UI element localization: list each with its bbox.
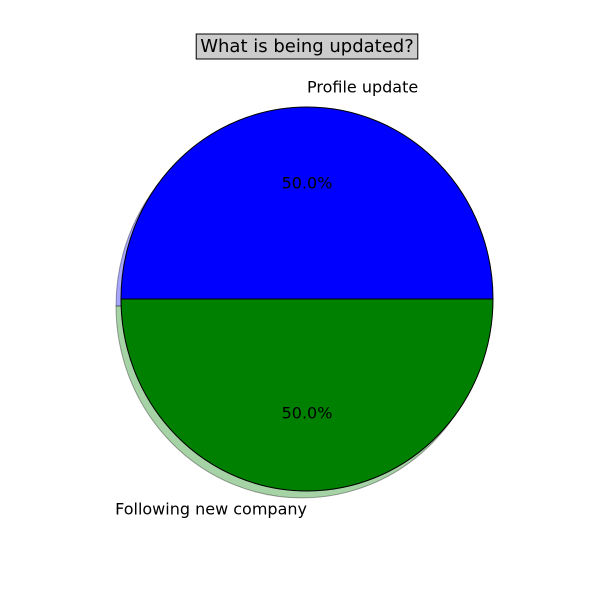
chart-title: What is being updated?	[200, 36, 414, 57]
slice-percent-label-profile-update: 50.0%	[282, 173, 333, 192]
chart-title-group: What is being updated?	[195, 33, 419, 60]
pie-slices	[120, 106, 494, 492]
pie-slice-profile-update	[120, 106, 494, 300]
slice-category-label-profile-update: Profile update	[307, 77, 418, 96]
pie-slice-following-new-company	[120, 298, 494, 492]
chart-title-box	[195, 33, 419, 60]
slice-category-label-following-new-company: Following new company	[115, 500, 307, 519]
pie-labels: 50.0% Profile update 50.0% Following new co…	[115, 77, 418, 518]
slice-percent-label-following-new-company: 50.0%	[282, 404, 333, 423]
